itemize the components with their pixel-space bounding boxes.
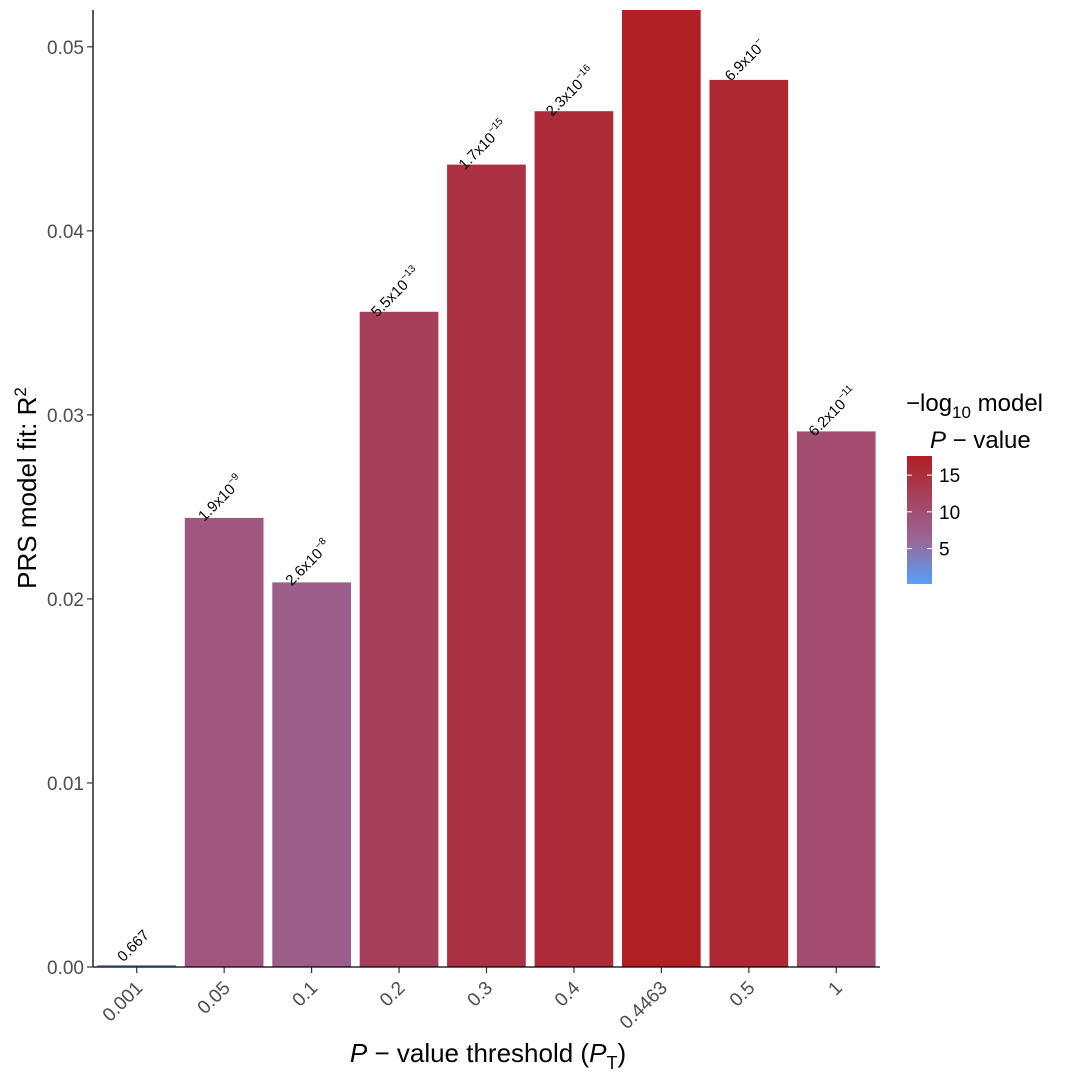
legend-tick-label: 5	[939, 540, 950, 561]
x-axis-title: P − value threshold (PT)	[350, 1038, 626, 1073]
bar-0.4	[534, 111, 614, 967]
x-axis-title-end: )	[617, 1038, 626, 1068]
bar-value-label: 1.9x10−9	[194, 471, 248, 525]
y-tick-label: 0.00	[47, 958, 84, 979]
x-tick-label: 1	[825, 978, 847, 1000]
y-tick-label: 0.02	[47, 590, 84, 611]
bar-0.1	[272, 582, 351, 967]
bar-value-main: 0.667	[114, 927, 153, 966]
y-tick-label: 0.05	[47, 38, 84, 59]
bar-value-label: 2.6x10−8	[281, 536, 335, 590]
x-tick-label: 0.001	[99, 978, 147, 1026]
x-tick-label: 0.05	[194, 978, 235, 1019]
bar-0.05	[184, 517, 264, 967]
y-axis-title: PRS model fit: R2	[11, 387, 42, 589]
y-tick-label: 0.03	[47, 406, 84, 427]
legend-title-line2: P − value	[930, 427, 1031, 454]
x-tick-label: 0.5	[726, 978, 760, 1012]
bar-1	[796, 431, 876, 967]
bar-0.5	[709, 79, 789, 967]
y-axis-title-sup: 2	[11, 387, 30, 396]
bar-0.2	[359, 311, 439, 967]
legend-title-line1: −log10 model	[906, 390, 1043, 422]
x-ticks-layer: 0.001 0.05 0.1 0.2 0.3 0.4 0.4463 0.5 1	[99, 967, 847, 1034]
x-tick-label: 0.4	[551, 977, 585, 1011]
legend-title-end: model	[971, 390, 1043, 417]
bar-value-label: 6.2x10−11	[804, 383, 861, 440]
bar-0.3	[447, 164, 526, 968]
legend-title-italic: P	[930, 427, 946, 454]
x-axis-title-italic: P	[350, 1038, 368, 1068]
x-axis-title-middle: − value threshold (	[367, 1038, 589, 1068]
x-tick-label: 0.3	[464, 978, 498, 1012]
y-tick-label: 0.04	[47, 222, 84, 243]
y-axis-title-main: PRS model fit: R	[12, 397, 42, 589]
legend-title-end2: − value	[946, 427, 1031, 454]
bar-0.4463	[622, 10, 701, 967]
legend-title-sub: 10	[952, 403, 971, 422]
bar-value-label: 0.667	[114, 927, 153, 966]
legend-tick-label: 15	[939, 466, 960, 487]
bars-layer	[97, 10, 876, 968]
x-axis-title-sub: T	[606, 1053, 617, 1073]
y-ticks-layer: 0.00 0.01 0.02 0.03 0.04 0.05	[47, 38, 93, 979]
bar-value-label: 6.9x10−	[720, 35, 770, 85]
legend-title-main: −log	[906, 390, 952, 417]
legend-colorbar	[907, 456, 932, 584]
legend-tick-label: 10	[939, 503, 960, 524]
legend-ticks: 5 10 15	[907, 466, 960, 561]
x-tick-label: 0.4463	[616, 978, 672, 1034]
x-tick-label: 0.1	[289, 978, 323, 1012]
x-axis-title-italic2: P	[589, 1038, 607, 1068]
bar-0.001	[97, 965, 177, 967]
x-tick-label: 0.2	[376, 978, 410, 1012]
y-tick-label: 0.01	[47, 774, 84, 795]
